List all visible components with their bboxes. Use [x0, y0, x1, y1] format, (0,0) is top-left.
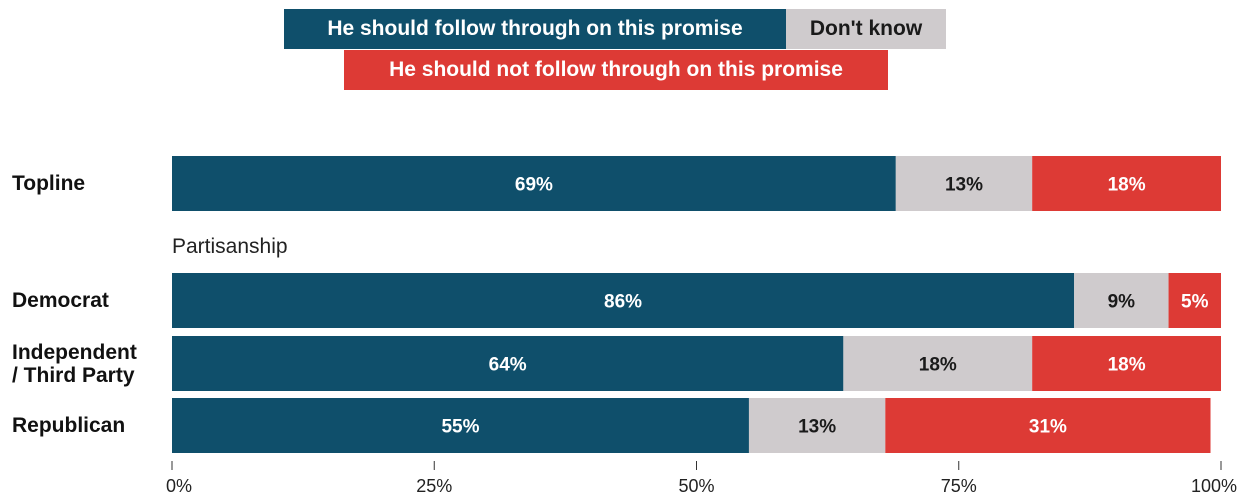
bar-republican-series-1: [748, 398, 886, 453]
bar-independent-third-party-series-0: [172, 336, 844, 391]
legend-item-follow-through: He should follow through on this promise: [284, 9, 786, 49]
row-label: Republican: [12, 414, 125, 437]
row-label: Democrat: [12, 289, 109, 312]
legend-item-not-follow-through: He should not follow through on this pro…: [344, 50, 888, 90]
x-tick-label: 100%: [1191, 476, 1237, 496]
bar-independent-third-party-series-2: [1032, 336, 1221, 391]
x-tick-label: 25%: [416, 476, 452, 496]
bar-independent-third-party-series-1: [843, 336, 1033, 391]
group-label-partisanship: Partisanship: [172, 235, 288, 258]
data-label: 64%: [489, 355, 527, 376]
row-label-line: / Third Party: [12, 363, 135, 387]
bar-topline-series-1: [895, 156, 1033, 211]
bar-democrat-series-2: [1168, 273, 1221, 328]
row-label-line: Republican: [12, 414, 126, 437]
data-label: 5%: [1181, 292, 1209, 313]
data-label: 18%: [919, 355, 957, 376]
data-label: 13%: [945, 175, 983, 196]
x-tick-label: 75%: [941, 476, 977, 496]
row-label: Topline: [12, 172, 85, 195]
bar-topline-series-2: [1032, 156, 1221, 211]
x-tick-label: 50%: [678, 476, 714, 496]
data-label: 9%: [1108, 292, 1136, 313]
data-label: 18%: [1108, 175, 1146, 196]
bar-republican-series-2: [885, 398, 1211, 453]
data-label: 55%: [441, 417, 479, 438]
bar-democrat-series-0: [172, 273, 1075, 328]
row-label-line: Independent: [12, 340, 137, 364]
x-tick-label: 0%: [166, 476, 192, 496]
data-label: 69%: [515, 175, 553, 196]
data-label: 31%: [1029, 417, 1067, 438]
row-label-line: Topline: [12, 172, 86, 195]
row-label: Independent / Third Party: [12, 341, 137, 387]
data-label: 18%: [1108, 355, 1146, 376]
row-label-line: Democrat: [12, 289, 109, 312]
bar-topline-series-0: [172, 156, 896, 211]
legend-item-dont-know: Don't know: [786, 9, 946, 49]
data-label: 13%: [798, 417, 836, 438]
bar-republican-series-0: [172, 398, 749, 453]
data-label: 86%: [604, 292, 642, 313]
bar-democrat-series-1: [1074, 273, 1169, 328]
